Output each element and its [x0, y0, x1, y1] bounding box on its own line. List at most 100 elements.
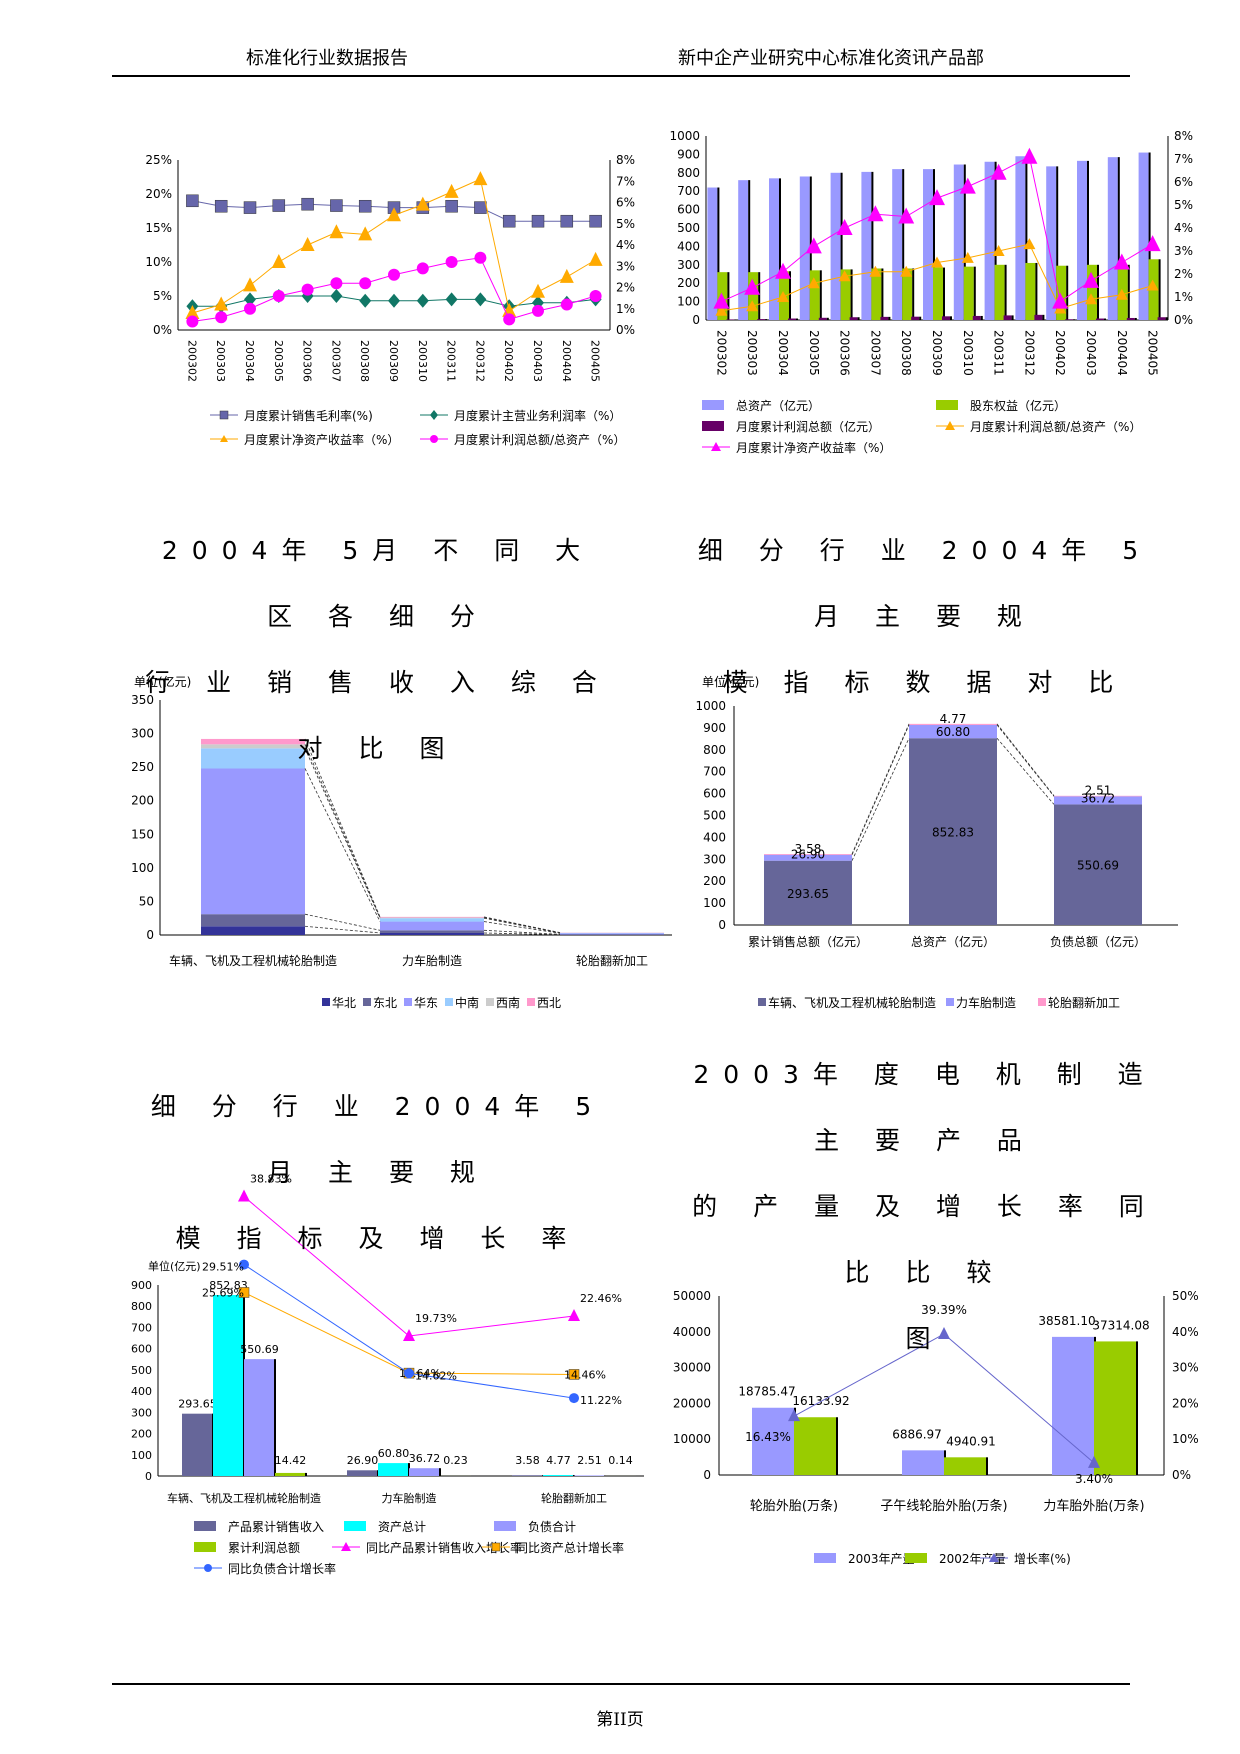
c5-legend-4-label: 同比产品累计销售收入增长率	[366, 1540, 522, 1555]
c4-x-tick-2: 负债总额（亿元）	[1050, 934, 1146, 949]
c5-label-1-1: 60.80	[378, 1447, 410, 1460]
c1-x-tick-7: 200309	[387, 340, 400, 382]
c2-left-tick-9: 900	[677, 147, 700, 161]
c3-tick-1: 50	[139, 894, 154, 908]
c2-point-1-9	[990, 163, 1007, 180]
c1-point-3-8	[416, 262, 429, 275]
c5-tick-5: 500	[131, 1364, 152, 1377]
c4-legend-swatch-2	[1038, 998, 1046, 1006]
c6-label-0-0: 18785.47	[738, 1385, 795, 1399]
c5-label-3-2: 0.14	[608, 1454, 633, 1467]
c2-bar-0-11	[1046, 166, 1057, 320]
c6-left-tick-2: 20000	[673, 1396, 711, 1410]
c1-point-3-11	[503, 313, 516, 326]
c2-bar-2-1	[757, 319, 766, 320]
c4-x-tick-0: 累计销售总额（亿元）	[748, 934, 868, 949]
c5-tick-4: 400	[131, 1385, 152, 1398]
c1-point-3-9	[445, 256, 458, 268]
c2-bar-2-6	[911, 316, 920, 320]
c2-point-0-4	[838, 270, 851, 282]
c4-label-1-2: 36.72	[1081, 791, 1115, 805]
c2-bar-1-6	[902, 268, 913, 320]
title-motor-output-line2: 的 产 量 及 增 长 率 同 比 比 较	[692, 1192, 1158, 1287]
c4-connector-0-1	[851, 724, 910, 855]
c5-label-2-0: 550.69	[240, 1343, 279, 1356]
c5-legend-1-label: 资产总计	[378, 1520, 426, 1534]
c1-right-tick-5: 5%	[616, 217, 635, 231]
c2-bar-1-11	[1056, 265, 1067, 320]
c1-series-line-0	[192, 200, 596, 222]
c2-bar-2-10	[1034, 314, 1043, 320]
c3-tick-3: 150	[131, 827, 154, 841]
c3-tick-4: 200	[131, 794, 154, 808]
c2-bar-1-0	[717, 272, 728, 320]
c2-point-1-8	[959, 177, 976, 194]
c1-point-1-13	[560, 295, 573, 310]
c2-legend-2-swatch	[702, 421, 724, 431]
c2-x-tick-2: 200304	[776, 330, 790, 376]
c1-legend-1-marker	[430, 410, 438, 420]
c2-legend-1-swatch	[936, 400, 958, 410]
c1-point-3-6	[359, 277, 372, 290]
c3-legend-label-4: 西南	[496, 995, 520, 1010]
c1-right-tick-7: 7%	[616, 174, 635, 188]
c2-x-tick-1: 200303	[745, 330, 759, 376]
c1-x-tick-5: 200307	[329, 340, 342, 382]
c2-bar-0-2	[769, 178, 779, 320]
c3-bar-2-2	[560, 933, 664, 935]
title-scale-indicators-line1: 细 分 行 业 2004年 5月 主 要 规	[697, 536, 1153, 631]
c2-bar-0-4	[830, 172, 841, 320]
c1-point-3-14	[589, 290, 602, 302]
c1-right-tick-1: 1%	[616, 302, 635, 316]
c2-left-tick-4: 400	[677, 239, 700, 253]
c1-point-1-6	[359, 293, 372, 308]
c5-bar-0-1	[347, 1470, 378, 1476]
c2-bar-2-14	[1157, 317, 1166, 320]
c2-right-tick-7: 7%	[1174, 152, 1193, 166]
c2-bar-1-8	[963, 266, 974, 320]
c1-point-0-2	[243, 201, 257, 214]
c2-bar-2-9	[1003, 315, 1012, 320]
c5-bar-2-1	[409, 1468, 440, 1476]
c4-tick-7: 700	[703, 765, 726, 779]
footer-rule	[112, 1683, 1130, 1685]
title-regional-sales: 2004年 5月 不 同 大 区 各 细 分 行 业 销 售 收 入 综 合 对…	[143, 518, 613, 782]
c5-tick-7: 700	[131, 1321, 152, 1334]
c2-bar-2-5	[880, 316, 889, 320]
c2-legend-4-label: 月度累计净资产收益率（%）	[736, 440, 891, 455]
c5-label-0-1: 26.90	[347, 1454, 379, 1467]
c2-x-tick-9: 200311	[992, 330, 1006, 376]
c2-bar-1-5	[871, 268, 882, 320]
c2-bar-0-13	[1107, 157, 1118, 320]
c5-growth-label-2-1: 14.62%	[415, 1369, 457, 1382]
c1-series-line-3	[192, 257, 596, 322]
c2-point-1-6	[898, 207, 915, 224]
c6-legend-0-swatch	[814, 1553, 836, 1563]
c4-connector-1-2	[996, 723, 1055, 797]
c2-right-tick-1: 1%	[1174, 290, 1193, 304]
c3-x-tick-0: 车辆、飞机及工程机械轮胎制造	[169, 953, 337, 968]
c5-legend-5-marker	[491, 1542, 501, 1552]
c5-label-3-0: 14.42	[275, 1454, 307, 1467]
c6-legend-2-marker	[989, 1553, 999, 1562]
c2-x-tick-0: 200302	[714, 330, 728, 376]
c6-right-tick-2: 20%	[1172, 1396, 1199, 1410]
c2-point-0-1	[746, 300, 759, 312]
c6-bar-1-1	[944, 1457, 986, 1475]
c1-x-tick-13: 200404	[560, 340, 573, 382]
c2-x-tick-10: 200312	[1022, 330, 1036, 376]
c1-x-tick-9: 200311	[445, 340, 458, 382]
c5-series-line-1	[243, 1292, 575, 1375]
c1-point-0-12	[531, 214, 545, 228]
c2-left-tick-5: 500	[677, 221, 700, 235]
c1-point-1-7	[388, 293, 400, 308]
c2-bar-2-3	[818, 317, 827, 320]
c4-label-2-0: 3.58	[795, 842, 822, 856]
c6-point-0-0	[788, 1409, 800, 1422]
c3-connector-1-4	[483, 917, 561, 934]
c6-point-0-2	[1088, 1455, 1100, 1468]
c1-point-0-8	[416, 201, 430, 214]
c2-point-0-12	[1085, 293, 1097, 305]
c2-point-1-14	[1144, 235, 1161, 252]
c6-label-1-1: 4940.91	[946, 1434, 996, 1448]
